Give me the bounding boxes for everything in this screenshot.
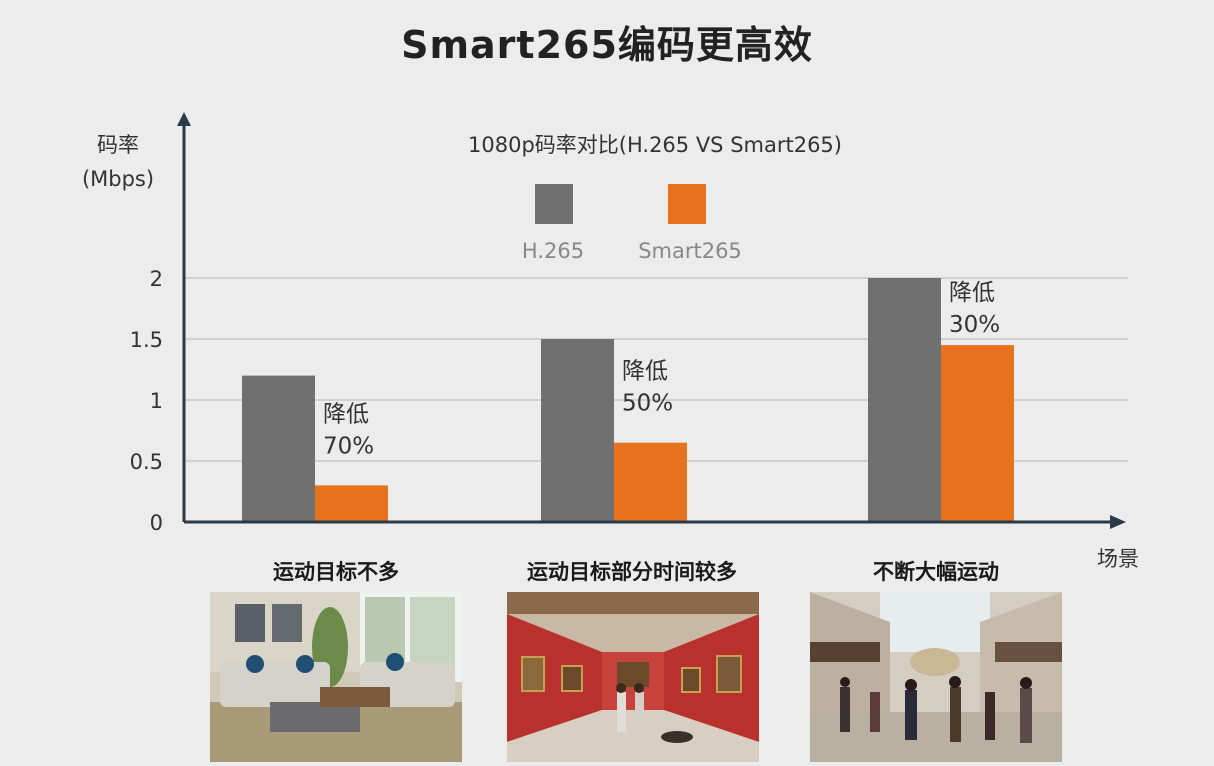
y-tick-label: 1 bbox=[150, 389, 163, 413]
photo-living-room bbox=[210, 592, 462, 762]
bar-smart265-2 bbox=[614, 442, 687, 522]
reduction-annotation-1-line2: 70% bbox=[323, 433, 374, 459]
y-axis-arrow-icon bbox=[177, 112, 191, 126]
page-title: Smart265编码更高效 bbox=[401, 23, 813, 67]
category-caption-1: 运动目标不多 bbox=[273, 560, 399, 584]
photo-shopping-street bbox=[810, 592, 1062, 762]
y-tick-label: 0.5 bbox=[130, 450, 163, 474]
bar-smart265-3 bbox=[941, 345, 1014, 522]
x-axis-arrow-icon bbox=[1110, 515, 1126, 529]
legend-label-smart265: Smart265 bbox=[638, 239, 742, 263]
legend-swatch-h265 bbox=[535, 184, 573, 224]
reduction-annotation-3-line1: 降低 bbox=[949, 280, 995, 306]
legend-swatch-smart265 bbox=[668, 184, 706, 224]
bar-chart: 0 0.5 1 1.5 2 降低 70% 降低 50% 降低 30% 码率 (Mbps) 场景 10… bbox=[82, 112, 1139, 571]
y-tick-label: 1.5 bbox=[130, 328, 163, 352]
bar-h265-2 bbox=[541, 339, 614, 522]
y-axis-label-line2: (Mbps) bbox=[82, 167, 154, 191]
reduction-annotation-3-line2: 30% bbox=[949, 312, 1000, 338]
y-axis-label-line1: 码率 bbox=[97, 133, 139, 157]
y-tick-label: 0 bbox=[150, 511, 163, 535]
bar-smart265-1 bbox=[315, 485, 388, 522]
y-tick-label: 2 bbox=[150, 267, 163, 291]
category-caption-2: 运动目标部分时间较多 bbox=[527, 560, 737, 584]
photo-gallery-hall bbox=[507, 592, 759, 762]
chart-title: 1080p码率对比(H.265 VS Smart265) bbox=[468, 133, 842, 157]
legend-label-h265: H.265 bbox=[522, 239, 584, 263]
reduction-annotation-1-line1: 降低 bbox=[323, 401, 369, 427]
bar-h265-1 bbox=[242, 375, 315, 522]
bar-h265-3 bbox=[868, 278, 941, 522]
x-axis-label: 场景 bbox=[1097, 547, 1139, 571]
category-caption-3: 不断大幅运动 bbox=[873, 560, 999, 584]
reduction-annotation-2-line2: 50% bbox=[622, 391, 673, 417]
reduction-annotation-2-line1: 降低 bbox=[622, 359, 668, 385]
